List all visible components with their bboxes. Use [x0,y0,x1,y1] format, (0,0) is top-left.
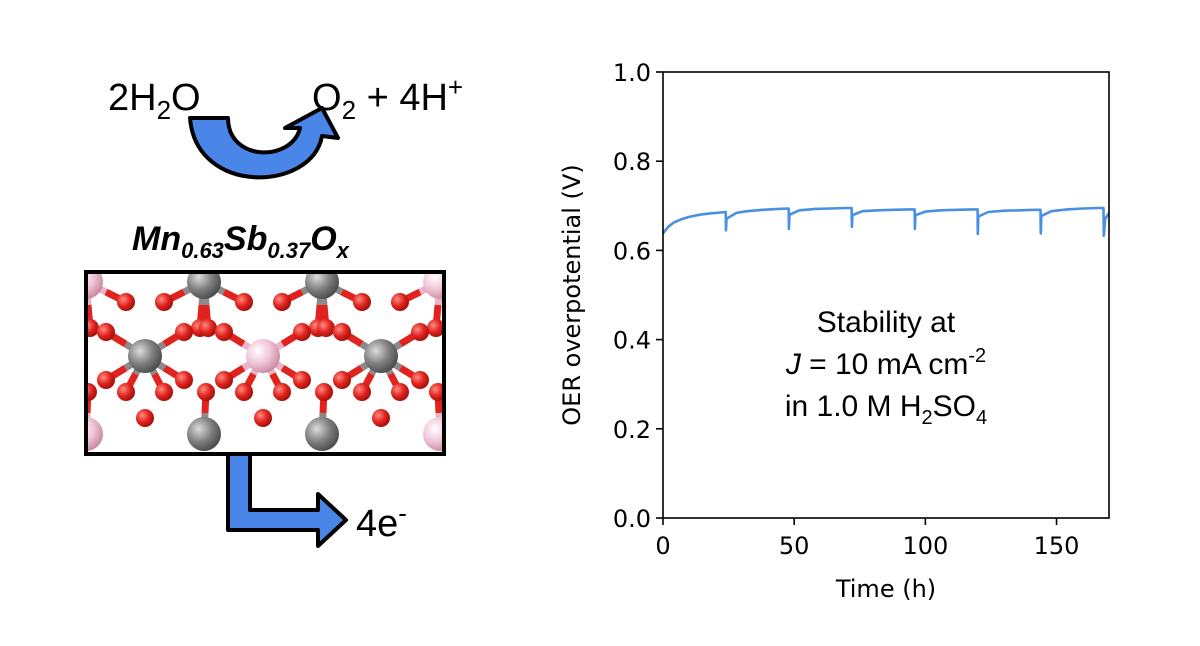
oxygen-atom [235,383,253,401]
oxygen-atom [429,383,444,401]
y-tick-label: 0.6 [613,237,651,265]
oxygen-atom [315,383,333,401]
oxygen-atom [136,409,154,427]
manganese-atom [305,417,339,451]
annotation-line-2: J = 10 mA cm-2 [785,345,986,381]
oxygen-atom [317,319,335,337]
oxygen-atom [197,383,215,401]
oxygen-atom [273,383,291,401]
oxygen-atom [353,383,371,401]
x-tick-label: 0 [655,532,670,560]
axis-ticks: 0 50 100 150 0.0 0.2 0.4 0.6 0.8 1.0 [613,59,1080,560]
antimony-atom [86,272,103,299]
oxygen-atom [427,319,444,337]
oxygen-atom [411,323,429,341]
stability-annotation: Stability at J = 10 mA cm-2 in 1.0 M H2S… [785,306,987,429]
oxygen-atom [235,293,253,311]
oxygen-atom [175,371,193,389]
x-tick-label: 50 [779,532,810,560]
electron-arrow [226,452,348,548]
antimony-atom [246,339,280,373]
y-tick-label: 0.4 [613,327,651,355]
oxygen-atom [97,371,115,389]
y-tick-label: 0.0 [613,505,651,533]
annotation-line-3: in 1.0 M H2SO4 [785,390,987,429]
oxygen-atom [333,323,351,341]
oxygen-atom [293,323,311,341]
crystal-lattice [84,270,446,456]
oxygen-atom [273,293,291,311]
oxygen-atom [333,371,351,389]
curved-reaction-arrow [188,106,340,180]
x-axis-label: Time (h) [835,575,936,603]
manganese-atom [187,272,221,299]
antimony-atom [423,272,444,299]
oxygen-atom [372,409,390,427]
stability-chart: 0 50 100 150 0.0 0.2 0.4 0.6 0.8 1.0 Time (h) OER… [558,59,1110,603]
product-formula: O2 + 4H+ [312,72,463,125]
manganese-atom [305,272,339,299]
x-tick-label: 150 [1034,532,1080,560]
catalyst-formula: Mn0.63Sb0.37Ox [132,220,350,263]
manganese-atom [364,339,398,373]
annotation-line-1: Stability at [817,306,956,339]
oxygen-atom [86,383,97,401]
antimony-atom [86,417,103,451]
antimony-atom [423,417,444,451]
oxygen-atom [199,319,217,337]
overpotential-line [663,206,1109,237]
manganese-atom [128,339,162,373]
oxygen-atom [391,383,409,401]
oxygen-atom [391,293,409,311]
plot-frame [662,71,1110,519]
oxygen-atom [97,323,115,341]
oxygen-atom [293,371,311,389]
oxygen-atom [215,323,233,341]
oxygen-atom [117,293,135,311]
oxygen-atom [86,319,99,337]
oxygen-atom [254,409,272,427]
oxygen-atom [155,293,173,311]
y-tick-label: 1.0 [613,59,651,87]
y-axis-label: OER overpotential (V) [558,164,586,425]
x-tick-label: 100 [902,532,948,560]
y-tick-label: 0.8 [613,148,651,176]
oxygen-atom [175,323,193,341]
oxygen-atom [117,383,135,401]
oxygen-atom [155,383,173,401]
oxygen-atom [215,371,233,389]
oxygen-atom [411,371,429,389]
oxygen-atom [353,293,371,311]
manganese-atom [187,417,221,451]
reactant-formula: 2H2O [108,77,201,125]
lattice-frame [84,270,446,456]
y-tick-label: 0.2 [613,416,651,444]
electrons-label: 4e- [356,498,407,545]
reaction-scheme: 2H2O O2 + 4H+ Mn0.63Sb0.37Ox 4e- [84,72,463,548]
